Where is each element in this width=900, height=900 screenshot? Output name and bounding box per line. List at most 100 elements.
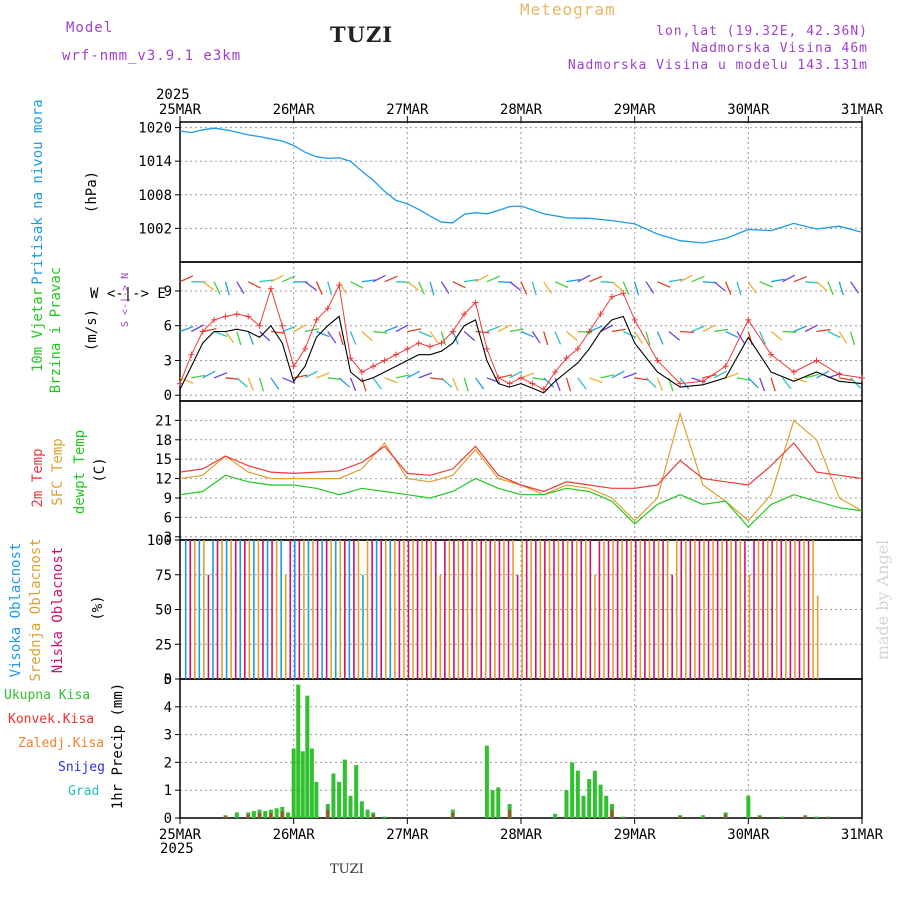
wind-barb: [656, 377, 663, 392]
wind-gust-marker: [836, 371, 843, 378]
y-tick-label: 50: [155, 603, 172, 619]
y-tick-label: 100: [147, 533, 172, 549]
wind-barb: [179, 325, 194, 333]
y-tick-label: 75: [155, 568, 172, 584]
wind-gust-marker: [722, 363, 729, 370]
precip-conv-bar: [724, 814, 728, 818]
wind-barb: [566, 331, 578, 341]
wind-gust-marker: [188, 351, 195, 358]
wind-gust-marker: [529, 380, 536, 387]
precip-bar: [564, 790, 569, 818]
precip-conv-bar: [826, 817, 830, 818]
wind-barb: [418, 330, 432, 338]
wind-barb: [349, 377, 357, 392]
wind-barb: [543, 331, 549, 346]
wind-barb: [622, 281, 630, 295]
wind-barb: [838, 281, 844, 296]
y-tick-label: 6: [164, 510, 172, 526]
y-tick-label: 3: [164, 728, 172, 744]
wind-barb: [691, 275, 705, 283]
wind-gust-marker: [506, 380, 513, 387]
wind-barb: [793, 325, 807, 333]
credit-watermark: made by Angel: [873, 540, 892, 661]
wind-gust-marker: [449, 328, 456, 335]
wind-barb: [554, 331, 562, 345]
wind-gust-marker: [313, 316, 320, 323]
wind-barb: [770, 377, 776, 392]
temp-2m-line: [179, 442, 863, 493]
y-tick-label: 21: [155, 413, 172, 429]
wind-barb: [520, 330, 535, 338]
wind-unit: (m/s): [84, 309, 100, 351]
wind-barb: [372, 377, 382, 390]
y-tick-label: 1014: [138, 154, 172, 170]
wind-barb: [714, 328, 729, 333]
precip-bar: [342, 759, 347, 818]
wind-gust-marker: [290, 363, 297, 370]
wind-barb: [316, 372, 330, 379]
wind-barb: [759, 331, 766, 345]
wind-barb: [202, 370, 216, 379]
wind-barb: [827, 330, 841, 339]
wind-barb: [680, 330, 695, 334]
wind-barb: [611, 370, 625, 379]
wind-barb: [282, 325, 296, 333]
wind-barb: [395, 374, 410, 379]
elevation-info: Nadmorska Visina 46m: [691, 41, 868, 56]
wind-barb: [668, 278, 683, 283]
temp-2m-axis-title: 2m Temp: [30, 448, 46, 507]
dewpt-temp-line: [179, 474, 863, 528]
wind-barb: [634, 281, 640, 296]
precip-conv-bar: [246, 814, 250, 818]
wind-barb: [407, 328, 422, 333]
wind-barb: [736, 377, 751, 381]
precip-bar: [484, 745, 489, 818]
wind-barb: [384, 325, 398, 333]
wind-barb: [384, 377, 398, 384]
wind-barb: [270, 274, 284, 283]
wind-barb: [191, 324, 205, 333]
wind-barb: [236, 281, 245, 295]
wind-barb: [543, 377, 555, 388]
precip-bar: [251, 811, 256, 818]
wind-gust-marker: [768, 351, 775, 358]
wind-barb: [316, 330, 330, 338]
date-label-bottom: 26MAR: [273, 827, 316, 843]
wind-barb: [781, 377, 792, 390]
y-tick-label: 1002: [138, 221, 172, 237]
wind-gust-marker: [347, 355, 354, 362]
y-tick-label: 0: [164, 672, 172, 688]
precip-bar: [348, 795, 353, 818]
wind-barb: [327, 281, 333, 296]
precip-bar: [598, 784, 603, 818]
wind-gust-marker: [415, 340, 422, 347]
wind-barb: [645, 281, 655, 294]
precip-bar: [296, 684, 301, 818]
wind-barb: [577, 274, 591, 283]
footer-station: TUZI: [330, 862, 364, 877]
temp-dewpt-axis-title: dewpt Temp: [72, 430, 88, 514]
precip-unit: 1hr Precip (mm): [110, 683, 126, 809]
wind-barb: [816, 281, 828, 292]
y-tick-label: 4: [164, 700, 172, 716]
wind-barb: [259, 279, 274, 283]
y-tick-label: 3: [164, 353, 172, 369]
date-label-bottom: 30MAR: [727, 827, 770, 843]
date-label-bottom: 28MAR: [500, 827, 543, 843]
model-name: wrf-nmm_v3.9.1 e3km: [62, 48, 242, 64]
wind-barb: [418, 281, 425, 295]
wind-gust-marker: [324, 305, 331, 312]
precip-bar: [575, 770, 580, 818]
wind-barb: [804, 324, 818, 333]
precip-bar: [354, 765, 359, 818]
station-title: TUZI: [330, 22, 394, 47]
model-elevation-info: Nadmorska Visina u modelu 143.131m: [567, 58, 868, 73]
wind-barb: [179, 275, 194, 283]
wind-barb: [565, 377, 572, 392]
wind-gust-marker: [461, 311, 468, 318]
wind-gust-marker: [233, 311, 240, 318]
wind-barb: [338, 377, 351, 388]
precip-conv-bar: [451, 812, 455, 818]
date-label-top: 31MAR: [841, 102, 884, 118]
